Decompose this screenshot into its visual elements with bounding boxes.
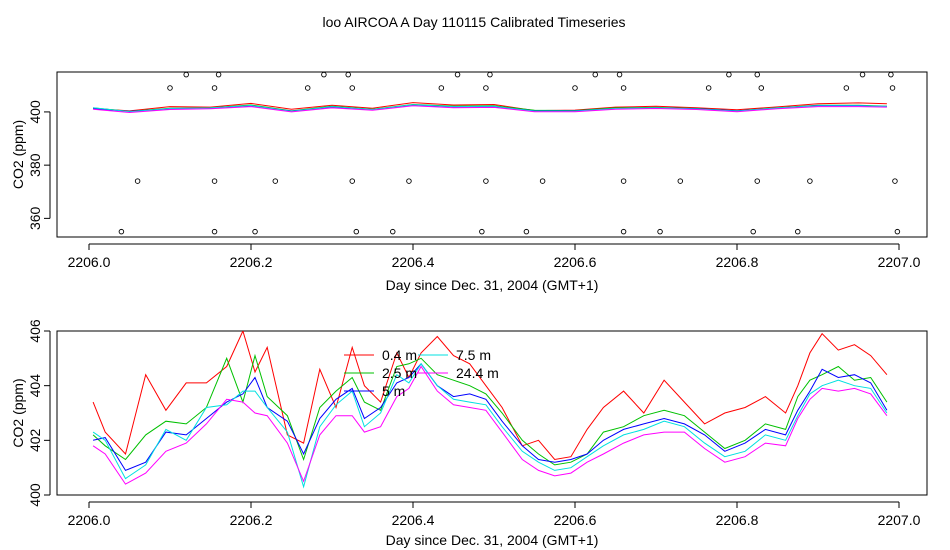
y-tick-label: 400 xyxy=(27,100,43,124)
data-point xyxy=(349,178,356,184)
x-tick-label: 2206.0 xyxy=(68,254,111,270)
data-point xyxy=(859,72,866,78)
data-point xyxy=(211,228,218,235)
data-point xyxy=(616,72,623,78)
plot-frame xyxy=(56,71,928,238)
legend-label: 7.5 m xyxy=(456,347,491,363)
series-line-3 xyxy=(92,363,888,472)
series-line-4 xyxy=(92,362,888,489)
data-point xyxy=(483,85,489,91)
data-point xyxy=(843,85,850,91)
data-point xyxy=(892,178,898,184)
data-point xyxy=(677,178,684,184)
legend-label: 2.5 m xyxy=(382,365,417,381)
data-point xyxy=(592,72,598,78)
data-point xyxy=(390,228,396,235)
data-point xyxy=(483,178,489,184)
x-tick-label: 2207.0 xyxy=(878,512,921,528)
series-line-4 xyxy=(93,104,887,113)
data-point xyxy=(572,85,578,91)
data-point xyxy=(726,72,732,78)
y-tick-label: 406 xyxy=(27,319,43,343)
x-tick-label: 2206.6 xyxy=(554,254,597,270)
y-tick-label: 400 xyxy=(27,483,43,507)
data-point xyxy=(795,228,801,235)
x-tick-label: 2206.2 xyxy=(230,512,273,528)
data-point xyxy=(272,178,279,184)
data-point xyxy=(620,85,627,91)
y-tick-label: 360 xyxy=(27,206,43,230)
x-tick-label: 2206.4 xyxy=(392,254,435,270)
data-point xyxy=(345,72,351,78)
x-axis-label: Day since Dec. 31, 2004 (GMT+1) xyxy=(386,532,599,548)
data-point xyxy=(304,85,311,91)
y-axis-label: CO2 (ppm) xyxy=(10,378,26,447)
legend-label: 0.4 m xyxy=(382,347,417,363)
x-axis-label: Day since Dec. 31, 2004 (GMT+1) xyxy=(386,277,599,293)
plot-area xyxy=(93,72,901,235)
x-tick-label: 2206.0 xyxy=(68,512,111,528)
y-axis-label: CO2 (ppm) xyxy=(10,120,26,189)
x-tick-label: 2206.8 xyxy=(716,254,759,270)
x-tick-label: 2206.8 xyxy=(716,512,759,528)
data-point xyxy=(620,178,627,184)
data-point xyxy=(134,178,141,184)
data-point xyxy=(479,228,485,235)
data-point xyxy=(406,178,412,184)
data-point xyxy=(215,72,222,78)
series-line-1 xyxy=(92,331,888,461)
data-point xyxy=(523,228,530,235)
data-point xyxy=(183,72,189,78)
data-point xyxy=(894,228,901,235)
data-point xyxy=(889,85,896,91)
data-point xyxy=(211,85,218,91)
series-line-5 xyxy=(93,105,887,114)
data-point xyxy=(705,85,712,91)
data-point xyxy=(321,72,327,78)
y-tick-label: 380 xyxy=(27,153,43,177)
x-tick-label: 2206.4 xyxy=(392,512,435,528)
legend-label: 5 m xyxy=(382,383,405,399)
series-line-5 xyxy=(92,365,888,485)
series-line-1 xyxy=(93,102,887,112)
plot-frame xyxy=(56,330,928,496)
data-point xyxy=(754,72,760,78)
data-point xyxy=(888,72,894,78)
x-tick-label: 2207.0 xyxy=(878,254,921,270)
data-point xyxy=(487,72,493,78)
data-point xyxy=(252,228,258,235)
data-point xyxy=(454,72,461,78)
legend: 0.4 m 2.5 m 5 m 7.5 m 24.4 m xyxy=(344,347,499,399)
data-point xyxy=(620,228,627,235)
x-tick-label: 2206.6 xyxy=(554,512,597,528)
x-tick-label: 2206.2 xyxy=(230,254,273,270)
y-tick-label: 402 xyxy=(27,428,43,452)
data-point xyxy=(167,85,173,91)
data-point xyxy=(539,178,546,184)
data-point xyxy=(657,228,663,235)
data-point xyxy=(118,228,125,235)
bottom-panel: 2206.0 2206.2 2206.4 2206.6 2206.8 2207.0 Day … xyxy=(10,319,928,548)
y-tick-label: 404 xyxy=(27,374,43,398)
data-point xyxy=(211,178,218,184)
data-point xyxy=(750,228,756,235)
figure-title: loo AIRCOA A Day 110115 Calibrated Times… xyxy=(323,14,626,30)
data-point xyxy=(349,85,356,91)
legend-label: 24.4 m xyxy=(456,365,499,381)
data-point xyxy=(754,178,761,184)
data-point xyxy=(758,85,765,91)
data-point xyxy=(438,85,445,91)
data-point xyxy=(807,178,813,184)
top-panel: 2206.0 2206.2 2206.4 2206.6 2206.8 2207.0 Day … xyxy=(10,71,928,293)
data-point xyxy=(353,228,360,235)
plot-area xyxy=(92,331,888,489)
